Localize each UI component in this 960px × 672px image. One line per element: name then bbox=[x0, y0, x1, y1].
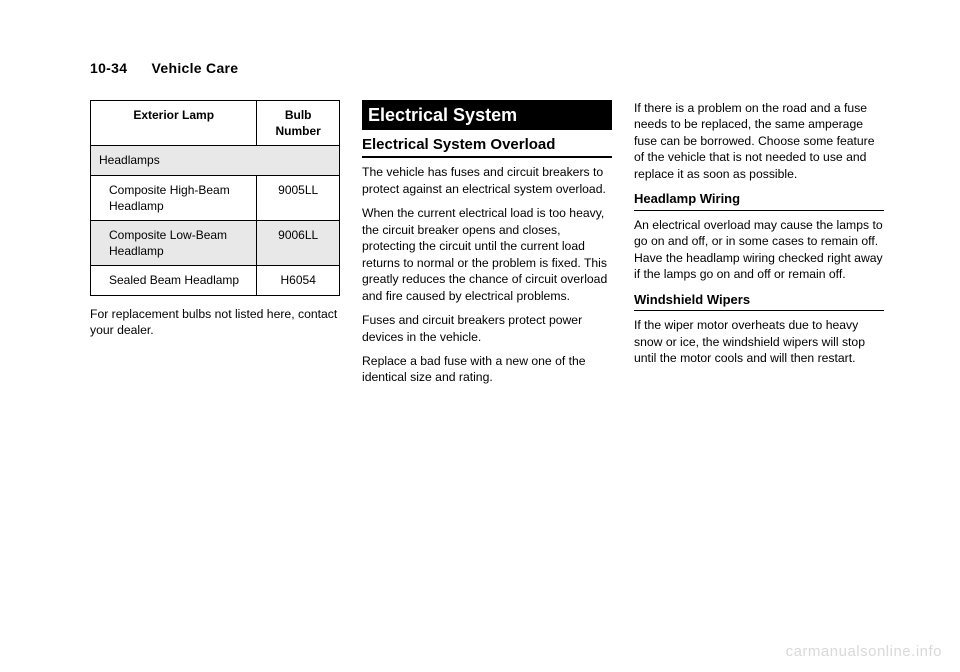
body-text: If the wiper motor overheats due to heav… bbox=[634, 317, 884, 366]
table-group-headlamps: Headlamps bbox=[91, 146, 340, 175]
replacement-note: For replacement bulbs not listed here, c… bbox=[90, 306, 340, 339]
table-row: 9006LL bbox=[257, 220, 340, 265]
table-header-bulb: Bulb Number bbox=[257, 101, 340, 146]
page-number: 10-34 bbox=[90, 60, 127, 76]
column-right: If there is a problem on the road and a … bbox=[634, 100, 884, 394]
body-text: If there is a problem on the road and a … bbox=[634, 100, 884, 182]
table-row: Composite Low-Beam Headlamp bbox=[91, 220, 257, 265]
subheading-headlamp-wiring: Headlamp Wiring bbox=[634, 190, 884, 211]
subheading-windshield-wipers: Windshield Wipers bbox=[634, 291, 884, 312]
table-row: Composite High-Beam Headlamp bbox=[91, 175, 257, 220]
body-text: When the current electrical load is too … bbox=[362, 205, 612, 304]
body-text: Replace a bad fuse with a new one of the… bbox=[362, 353, 612, 386]
watermark: carmanualsonline.info bbox=[786, 643, 942, 660]
content-columns: Exterior Lamp Bulb Number Headlamps Comp… bbox=[90, 100, 910, 394]
page-header: 10-34 Vehicle Care bbox=[90, 60, 910, 76]
body-text: Fuses and circuit breakers protect power… bbox=[362, 312, 612, 345]
subheading-overload: Electrical System Overload bbox=[362, 136, 612, 158]
bulb-table: Exterior Lamp Bulb Number Headlamps Comp… bbox=[90, 100, 340, 296]
table-row: Sealed Beam Headlamp bbox=[91, 266, 257, 295]
section-title-electrical: Electrical System bbox=[362, 100, 612, 130]
table-row: 9005LL bbox=[257, 175, 340, 220]
body-text: The vehicle has fuses and circuit breake… bbox=[362, 164, 612, 197]
table-header-lamp: Exterior Lamp bbox=[91, 101, 257, 146]
section-name: Vehicle Care bbox=[152, 60, 239, 76]
table-row: H6054 bbox=[257, 266, 340, 295]
column-left: Exterior Lamp Bulb Number Headlamps Comp… bbox=[90, 100, 340, 394]
column-middle: Electrical System Electrical System Over… bbox=[362, 100, 612, 394]
body-text: An electrical overload may cause the lam… bbox=[634, 217, 884, 283]
